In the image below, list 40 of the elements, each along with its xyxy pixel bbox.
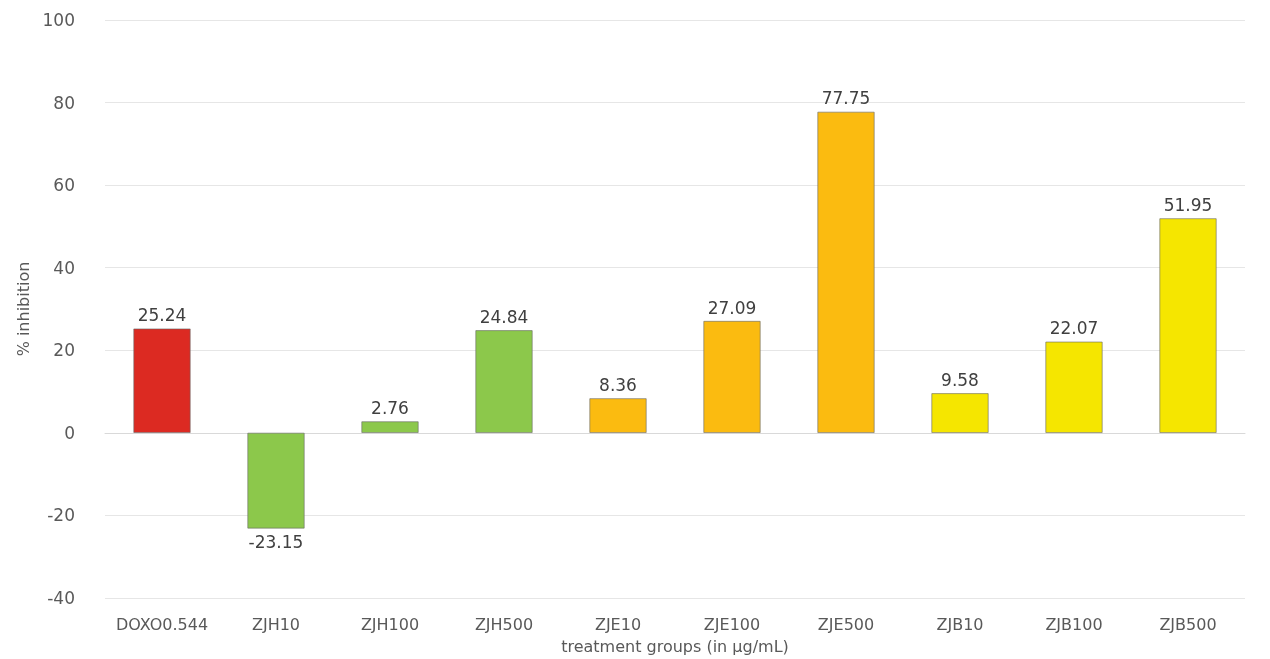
bar — [1159, 218, 1217, 433]
y-tick-label: 20 — [53, 340, 75, 361]
y-tick-label: 100 — [42, 10, 75, 30]
y-tick-label: -20 — [47, 505, 75, 526]
bar — [475, 330, 533, 433]
x-tick-label: ZJB500 — [1159, 614, 1217, 634]
x-tick-label: ZJH100 — [360, 614, 420, 634]
bar — [817, 111, 875, 433]
bar — [1045, 341, 1103, 433]
data-label: -23.15 — [248, 531, 304, 552]
x-tick-label: ZJB100 — [1045, 614, 1103, 634]
bar — [703, 321, 761, 433]
x-tick-label: ZJB10 — [936, 614, 984, 634]
x-tick-label: ZJE100 — [703, 614, 761, 634]
x-tick-label: ZJH10 — [251, 614, 301, 634]
data-label: 24.84 — [479, 306, 529, 327]
y-tick-label: 0 — [64, 422, 75, 443]
bar — [931, 393, 989, 433]
y-tick-label: 40 — [53, 257, 75, 278]
bar — [361, 421, 419, 433]
y-tick-label: -40 — [47, 588, 75, 608]
data-label: 25.24 — [137, 305, 187, 326]
data-label: 51.95 — [1163, 194, 1213, 215]
data-label: 22.07 — [1049, 318, 1099, 339]
y-tick-label: 80 — [53, 92, 75, 113]
data-label: 9.58 — [941, 369, 979, 390]
y-tick-label: 60 — [53, 175, 75, 196]
data-label: 8.36 — [599, 374, 637, 395]
data-label: 77.75 — [821, 88, 871, 109]
data-label: 27.09 — [707, 297, 757, 318]
bar — [247, 432, 305, 529]
x-tick-label: ZJE500 — [817, 614, 875, 634]
x-tick-label: ZJE10 — [594, 614, 642, 634]
data-label: 2.76 — [371, 397, 409, 418]
x-tick-label: DOXO0.544 — [115, 614, 209, 634]
y-axis-title: % inhibition — [14, 261, 34, 357]
bar — [589, 398, 647, 433]
x-axis-title: treatment groups (in µg/mL) — [561, 636, 789, 656]
bar — [133, 328, 191, 433]
x-tick-label: ZJH500 — [474, 614, 534, 634]
